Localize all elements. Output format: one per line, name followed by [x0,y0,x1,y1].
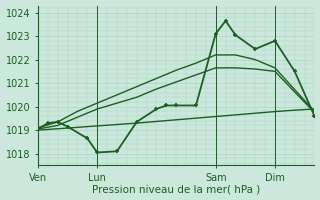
X-axis label: Pression niveau de la mer( hPa ): Pression niveau de la mer( hPa ) [92,184,260,194]
